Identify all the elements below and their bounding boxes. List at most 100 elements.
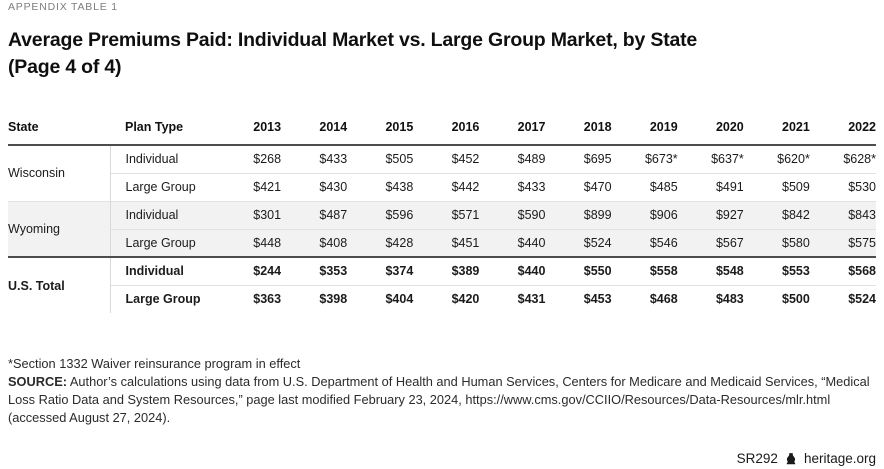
value-cell: $571	[413, 201, 480, 229]
value-cell: $906	[611, 201, 678, 229]
value-cell: $550	[583, 264, 612, 279]
col-header-year: 2013	[215, 114, 282, 146]
value-cell: $438	[385, 180, 414, 194]
value-cell: $489	[517, 152, 546, 167]
value-cell: $695	[583, 152, 612, 167]
value-cell: $353	[319, 264, 348, 279]
value-cell: $500	[782, 292, 810, 307]
col-header-year: 2014	[281, 114, 348, 146]
plan-type-cell: Large Group	[125, 180, 196, 194]
value-cell: $408	[281, 229, 348, 257]
state-cell: Wisconsin	[8, 145, 111, 201]
value-cell: $470	[583, 180, 612, 194]
value-cell: $451	[413, 229, 480, 257]
value-cell: $468	[649, 292, 678, 307]
page-footer: SR292 heritage.org	[737, 451, 876, 466]
state-cell: Wyoming	[8, 201, 111, 257]
heritage-bell-icon	[786, 452, 796, 464]
col-header-year: 2018	[545, 114, 612, 146]
premiums-table: State Plan Type 2013 2014 2015 2016 2017 2018 20…	[8, 114, 876, 313]
value-cell: $491	[715, 180, 744, 194]
value-cell: $452	[451, 152, 480, 167]
table-row: Large Group $363 $398 $404 $420 $431 $453 $468 $…	[8, 285, 876, 313]
value-cell: $433	[517, 180, 546, 194]
value-cell: $590	[479, 201, 546, 229]
value-cell: $546	[611, 229, 678, 257]
value-cell: $580	[743, 229, 810, 257]
plan-type-cell: Large Group	[125, 292, 201, 307]
value-cell: $363	[253, 292, 282, 307]
value-cell: $483	[715, 292, 744, 307]
value-cell: $430	[319, 180, 348, 194]
value-cell: $505	[385, 152, 414, 167]
page-title: Average Premiums Paid: Individual Market…	[8, 27, 876, 81]
appendix-label: APPENDIX TABLE 1	[8, 1, 118, 13]
plan-type-cell: Large Group	[110, 229, 215, 257]
value-cell: $440	[479, 229, 546, 257]
value-cell: $524	[848, 292, 876, 307]
value-cell: $301	[215, 201, 282, 229]
value-cell: $568	[848, 264, 876, 279]
source-label: SOURCE:	[8, 374, 68, 389]
asterisk-note: *Section 1332 Waiver reinsurance program…	[8, 356, 301, 371]
value-cell: $596	[347, 201, 414, 229]
value-cell: $244	[253, 264, 282, 279]
footnotes: *Section 1332 Waiver reinsurance program…	[8, 355, 876, 427]
table-row: Wyoming Individual $301 $487 $596 $571 $590 $89…	[8, 201, 876, 257]
plan-type-cell: Individual	[125, 152, 179, 167]
table-header: State Plan Type 2013 2014 2015 2016 2017 2018 20…	[8, 114, 876, 146]
value-cell: $524	[545, 229, 612, 257]
value-cell: $509	[782, 180, 810, 194]
col-header-year: 2021	[743, 114, 810, 146]
table-row: Wisconsin Individual $268 $433 $505 $452 $489 $…	[8, 145, 876, 201]
value-cell: $843	[809, 201, 876, 229]
state-cell: U.S. Total	[8, 257, 111, 313]
value-cell: $440	[517, 264, 546, 279]
value-cell: $628*	[843, 152, 876, 167]
value-cell: $398	[319, 292, 348, 307]
value-cell: $448	[215, 229, 282, 257]
table-row: Large Group $448 $408 $428 $451 $440 $524 $546 $…	[8, 229, 876, 257]
site-link: heritage.org	[803, 451, 876, 466]
value-cell: $420	[451, 292, 480, 307]
source-note: SOURCE: Author’s calculations using data…	[8, 373, 876, 427]
col-header-year: 2017	[479, 114, 546, 146]
value-cell: $442	[451, 180, 480, 194]
value-cell: $404	[385, 292, 414, 307]
value-cell: $453	[583, 292, 612, 307]
col-header-year: 2015	[347, 114, 414, 146]
value-cell: $431	[517, 292, 546, 307]
source-text: Author’s calculations using data from U.…	[8, 374, 870, 425]
value-cell: $268	[253, 152, 282, 167]
table-row: U.S. Total Individual $244 $353 $374 $389 $440…	[8, 257, 876, 313]
value-cell: $673*	[644, 152, 678, 167]
value-cell: $433	[319, 152, 348, 167]
col-header-plan-type: Plan Type	[110, 114, 215, 146]
value-cell: $389	[451, 264, 480, 279]
col-header-year: 2019	[611, 114, 678, 146]
col-header-year: 2016	[413, 114, 480, 146]
page-title-line1: Average Premiums Paid: Individual Market…	[8, 29, 698, 51]
value-cell: $487	[281, 201, 348, 229]
col-header-state: State	[8, 114, 110, 146]
value-cell: $374	[385, 264, 414, 279]
report-id: SR292	[736, 451, 778, 466]
value-cell: $575	[809, 229, 876, 257]
value-cell: $637*	[711, 152, 744, 167]
value-cell: $927	[677, 201, 744, 229]
page-title-line2: (Page 4 of 4)	[8, 56, 122, 78]
value-cell: $558	[649, 264, 678, 279]
value-cell: $567	[677, 229, 744, 257]
table-row: Large Group $421 $430 $438 $442 $433 $470 $485 $…	[8, 173, 876, 201]
value-cell: $530	[848, 180, 876, 194]
plan-type-cell: Individual	[110, 201, 215, 229]
value-cell: $553	[782, 264, 810, 279]
value-cell: $428	[347, 229, 414, 257]
value-cell: $421	[253, 180, 282, 194]
col-header-year: 2020	[677, 114, 744, 146]
plan-type-cell: Individual	[125, 264, 184, 279]
value-cell: $548	[715, 264, 744, 279]
value-cell: $842	[743, 201, 810, 229]
premiums-table-wrap: State Plan Type 2013 2014 2015 2016 2017 2018 20…	[8, 114, 876, 313]
